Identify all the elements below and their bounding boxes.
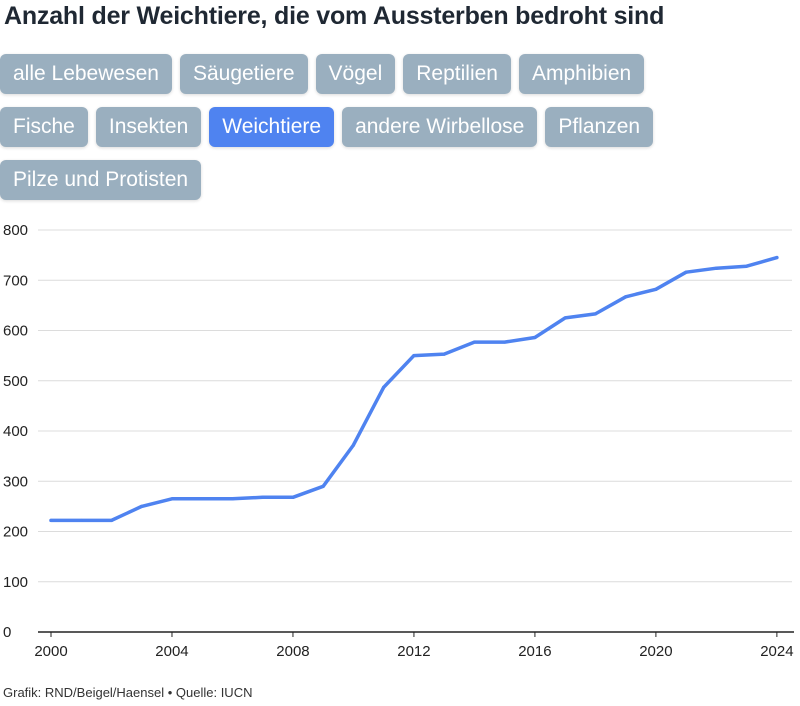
data-point <box>654 287 658 291</box>
x-tick-label: 2008 <box>276 643 309 660</box>
data-point <box>412 354 416 358</box>
filter-button-pilze-und-protisten[interactable]: Pilze und Protisten <box>0 160 202 200</box>
filter-button-alle-lebewesen[interactable]: alle Lebewesen <box>0 54 172 94</box>
y-tick-label: 500 <box>3 373 28 390</box>
y-tick-label: 800 <box>3 222 28 239</box>
data-point <box>563 316 567 320</box>
filter-button-pflanzen[interactable]: Pflanzen <box>545 107 654 147</box>
category-filter-bar: alle Lebewesen Säugetiere Vögel Reptilien Am… <box>0 54 800 213</box>
y-tick-label: 0 <box>3 624 11 641</box>
data-point <box>321 484 325 488</box>
data-point <box>624 295 628 299</box>
data-point <box>684 270 688 274</box>
data-point <box>140 504 144 508</box>
filter-button-reptilien[interactable]: Reptilien <box>403 54 511 94</box>
source-credit: Grafik: RND/Beigel/Haensel • Quelle: IUC… <box>3 685 253 700</box>
data-point <box>745 264 749 268</box>
data-point <box>775 256 779 260</box>
data-point <box>714 266 718 270</box>
y-tick-label: 100 <box>3 574 28 591</box>
y-tick-label: 600 <box>3 323 28 340</box>
data-point <box>170 497 174 501</box>
data-point <box>200 497 204 501</box>
data-point <box>533 335 537 340</box>
data-point <box>109 518 114 523</box>
y-tick-label: 700 <box>3 272 28 289</box>
data-point <box>79 518 83 523</box>
data-point <box>442 352 446 356</box>
chart-title: Anzahl der Weichtiere, die vom Aussterbe… <box>4 2 665 30</box>
data-point <box>230 497 235 501</box>
data-point <box>351 443 356 447</box>
data-point <box>593 312 598 316</box>
data-point <box>261 495 265 499</box>
filter-row: Fische Insekten Weichtiere andere Wirbellos… <box>0 107 800 147</box>
data-point <box>472 340 477 344</box>
filter-button-voegel[interactable]: Vögel <box>315 54 396 94</box>
data-point <box>291 495 295 499</box>
filter-button-saeugetiere[interactable]: Säugetiere <box>179 54 308 94</box>
filter-button-insekten[interactable]: Insekten <box>95 107 202 147</box>
x-tick-label: 2020 <box>639 643 672 660</box>
y-tick-label: 200 <box>3 524 28 541</box>
filter-button-fische[interactable]: Fische <box>0 107 88 147</box>
x-tick-label: 2016 <box>518 643 551 660</box>
data-point <box>49 518 53 523</box>
x-tick-label: 2024 <box>760 643 793 660</box>
x-tick-label: 2012 <box>397 643 430 660</box>
filter-row: alle Lebewesen Säugetiere Vögel Reptilien Am… <box>0 54 800 94</box>
y-tick-label: 400 <box>3 423 28 440</box>
filter-button-andere-wirbellose[interactable]: andere Wirbellose <box>342 107 538 147</box>
y-tick-label: 300 <box>3 473 28 490</box>
filter-button-amphibien[interactable]: Amphibien <box>518 54 645 94</box>
filter-row: Pilze und Protisten <box>0 160 800 200</box>
data-point <box>382 385 386 389</box>
data-point <box>503 340 507 344</box>
x-tick-label: 2004 <box>155 643 188 660</box>
filter-button-weichtiere[interactable]: Weichtiere <box>209 107 335 147</box>
x-tick-label: 2000 <box>34 643 67 660</box>
